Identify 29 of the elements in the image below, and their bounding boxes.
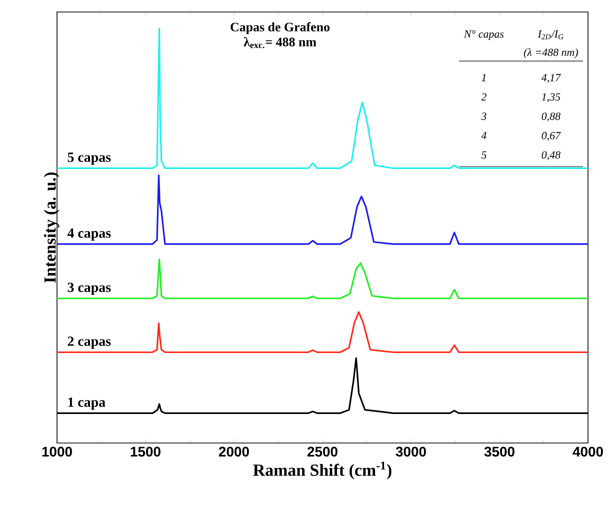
- x-tick-label: 2500: [307, 446, 338, 457]
- annotation: 0,88: [542, 112, 560, 122]
- x-tick-label: 2000: [218, 446, 249, 457]
- annotation: 1: [482, 74, 486, 82]
- series-label: 4 capas: [67, 228, 111, 241]
- x-tick-label: 3000: [396, 446, 426, 457]
- series-label: 5 capas: [68, 152, 111, 165]
- annotation: 0,67: [542, 132, 561, 141]
- annotation: 4,17: [541, 74, 561, 83]
- annotation: 3: [481, 112, 486, 120]
- series-label: 2 capas: [68, 336, 111, 349]
- annotation: (λ =488 nm): [524, 48, 578, 58]
- series-label: 1 capa: [68, 398, 106, 410]
- x-axis-title: Raman Shift (cm$^{-1}$): [253, 462, 392, 480]
- annotation: 1,35: [542, 93, 560, 102]
- series-label: 3 capas: [68, 282, 111, 295]
- annotation: 2: [481, 93, 486, 101]
- annotation: 0,48: [542, 151, 560, 160]
- annotation: N° capas: [464, 30, 504, 40]
- x-tick-label: 3500: [484, 446, 514, 457]
- x-tick-label: 1000: [42, 446, 72, 457]
- annotation: 4: [481, 132, 486, 140]
- y-axis-title: Intensity (a. u.): [44, 172, 60, 283]
- x-tick-label: 1500: [130, 446, 160, 457]
- text: λ$_{exc.}$= 488 nm: [244, 37, 316, 48]
- x-tick-label: 4000: [572, 446, 603, 457]
- annotation: 5: [481, 151, 486, 159]
- chart-title: Capas de Grafeno: [230, 22, 330, 34]
- annotation: I$_{2D}$/I$_{G}$: [538, 30, 564, 40]
